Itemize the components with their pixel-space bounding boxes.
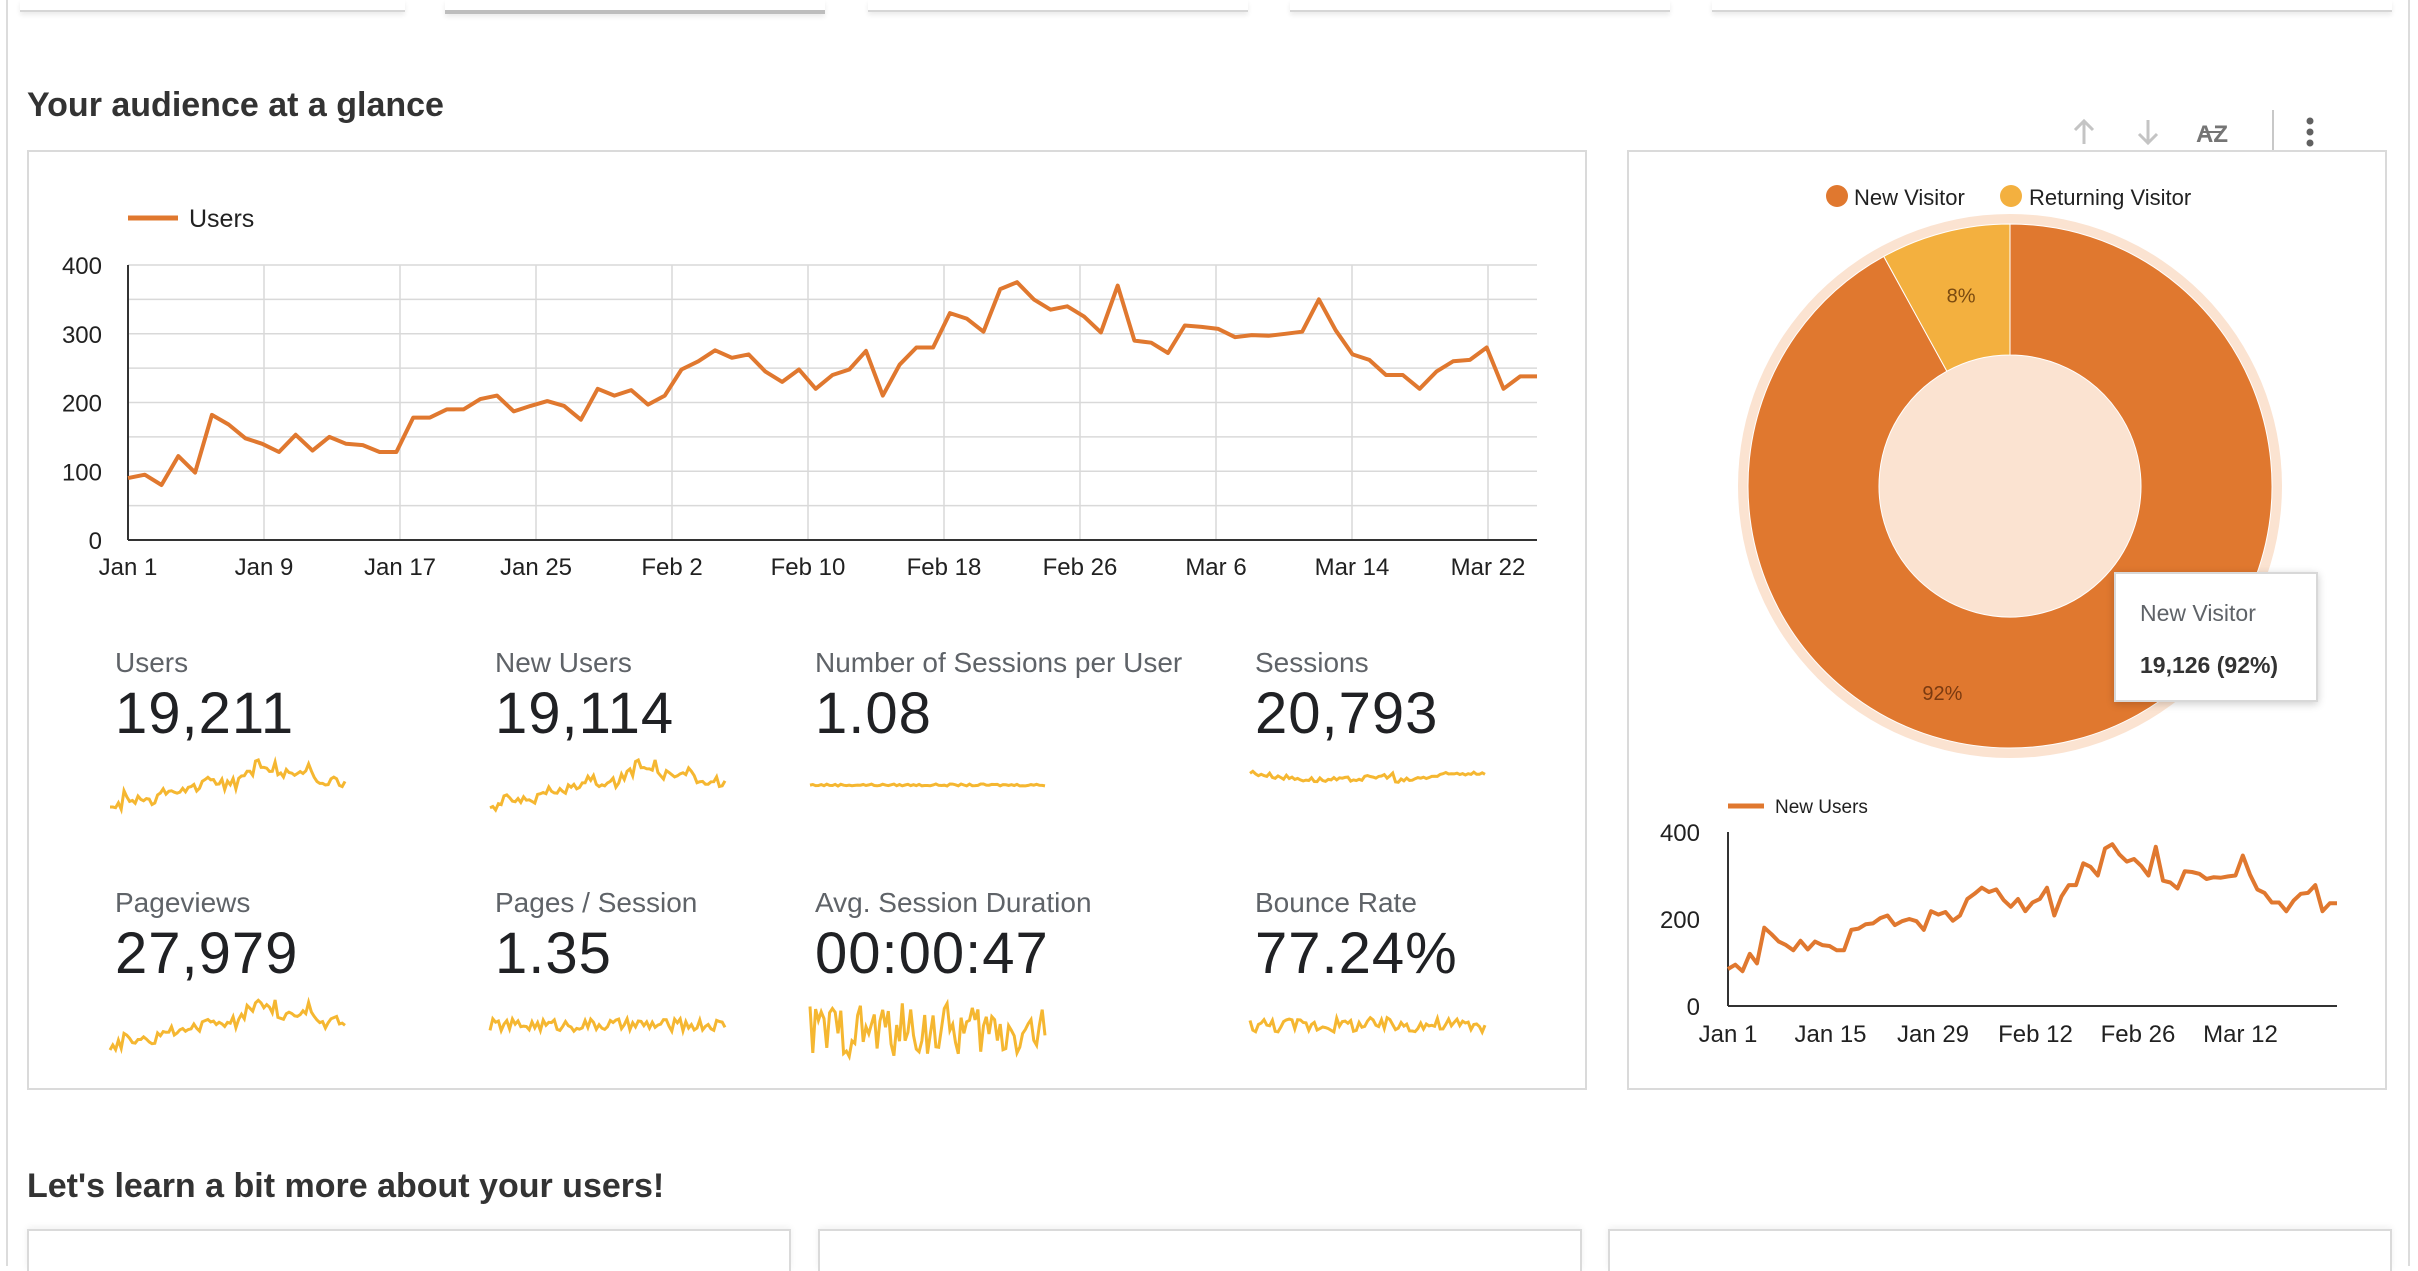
bottom-card	[27, 1229, 791, 1271]
kpi-pageviews-value: 27,979	[115, 921, 299, 986]
x-tick-label: Feb 18	[907, 554, 982, 581]
kpi-new-users-label: New Users	[495, 647, 632, 678]
x-tick-label: Jan 29	[1897, 1021, 1969, 1048]
donut-slice-label: 8%	[1947, 286, 1976, 308]
x-tick-label: Mar 22	[1451, 554, 1526, 581]
kpi-avg-session-duration-value: 00:00:47	[815, 921, 1049, 986]
x-tick-label: Mar 12	[2203, 1021, 2278, 1048]
kpi-pages-per-session-label: Pages / Session	[495, 887, 698, 918]
x-tick-label: Feb 2	[641, 554, 702, 581]
kpi-bounce-rate-value: 77.24%	[1255, 921, 1458, 986]
arrow-down-icon[interactable]	[2124, 108, 2172, 156]
page-frame-right	[2408, 0, 2410, 1266]
kpi-users-label: Users	[115, 647, 189, 678]
audience-overview-card	[27, 150, 1587, 1090]
users-line-chart: 0 100 200 300 400 Jan 1 Jan 9 Jan 17 Jan 25 Feb 2…	[62, 205, 1537, 581]
sparkline-sessions-per-user	[809, 782, 1046, 788]
legend-label-new-users: New Users	[1775, 797, 1868, 818]
kpi-avg-session-duration-label: Avg. Session Duration	[815, 887, 1092, 918]
y-tick-label: 0	[89, 528, 102, 555]
x-tick-label: Feb 26	[1043, 554, 1118, 581]
donut-slice-returning-visitor	[1883, 223, 2011, 372]
y-tick-label: 200	[1660, 907, 1700, 934]
sparkline-bounce-rate	[1248, 1012, 1487, 1036]
x-tick-label: Jan 15	[1794, 1021, 1866, 1048]
kpi-sessions-value: 20,793	[1255, 681, 1439, 746]
az-sort-label: AZ	[2196, 121, 2228, 148]
kpi-pages-per-session-value: 1.35	[495, 921, 612, 986]
top-tab[interactable]	[1712, 0, 2392, 12]
kpi-sessions-per-user-value: 1.08	[815, 681, 932, 746]
x-tick-label: Feb 12	[1998, 1021, 2073, 1048]
y-tick-label: 300	[62, 322, 102, 349]
sparkline-sessions	[1249, 769, 1486, 784]
series-line-users	[127, 280, 1537, 487]
x-tick-label: Feb 26	[2101, 1021, 2176, 1048]
kebab-menu-icon[interactable]	[2286, 108, 2334, 156]
sparkline-new-users	[489, 757, 727, 813]
donut-slice-label: 92%	[1922, 683, 1962, 705]
top-tab-strip	[0, 0, 2418, 14]
donut-tooltip: New Visitor 19,126 (92%)	[2114, 572, 2318, 702]
section-title-learn: Let's learn a bit more about your users!	[27, 1167, 665, 1205]
x-tick-label: Jan 25	[500, 554, 572, 581]
x-tick-label: Mar 6	[1185, 554, 1246, 581]
sparkline-pages-per-session	[488, 1014, 727, 1037]
az-sort-icon[interactable]: AZ	[2188, 108, 2236, 156]
arrow-up-icon[interactable]	[2060, 108, 2108, 156]
y-tick-label: 400	[1660, 820, 1700, 847]
chart-toolbar: AZ	[2060, 108, 2340, 156]
kpi-sessions-label: Sessions	[1255, 647, 1369, 678]
y-tick-label: 400	[62, 253, 102, 280]
top-tab-active[interactable]	[445, 0, 825, 14]
kpi-sessions-per-user-label: Number of Sessions per User	[815, 647, 1183, 678]
kpi-bounce-rate-label: Bounce Rate	[1255, 887, 1417, 918]
tooltip-title: New Visitor	[2140, 600, 2256, 626]
sparkline-avg-session-duration	[808, 998, 1047, 1061]
legend-label-users: Users	[189, 205, 254, 233]
toolbar-divider	[2272, 110, 2274, 152]
kpi-users-value: 19,211	[115, 681, 295, 746]
new-users-line-chart: 0 200 400 Jan 1 Jan 15 Jan 29 Feb 12 Feb 26 Mar …	[1660, 797, 2337, 1048]
x-tick-label: Mar 14	[1315, 554, 1390, 581]
x-tick-label: Jan 9	[235, 554, 294, 581]
y-tick-label: 100	[62, 459, 102, 486]
y-tick-label: 200	[62, 391, 102, 418]
sparkline-users	[110, 756, 347, 815]
legend-label-returning-visitor: Returning Visitor	[2029, 185, 2191, 210]
legend-label-new-visitor: New Visitor	[1854, 185, 1965, 210]
bottom-card	[818, 1229, 1582, 1271]
section-title-audience: Your audience at a glance	[27, 86, 444, 124]
top-tab[interactable]	[868, 0, 1248, 12]
top-tab[interactable]	[20, 0, 405, 12]
kpi-new-users-value: 19,114	[495, 681, 675, 746]
y-tick-label: 0	[1687, 994, 1700, 1021]
bottom-card	[1608, 1229, 2392, 1271]
x-tick-label: Jan 1	[99, 554, 158, 581]
x-tick-label: Feb 10	[771, 554, 846, 581]
tooltip-value: 19,126 (92%)	[2140, 652, 2279, 678]
series-line-new-users	[1726, 842, 2337, 974]
legend-swatch-returning-visitor	[2000, 185, 2022, 207]
top-tab[interactable]	[1290, 0, 1670, 12]
page-frame-left	[6, 0, 8, 1266]
sparkline-pageviews	[108, 996, 346, 1055]
x-tick-label: Jan 17	[364, 554, 436, 581]
x-tick-label: Jan 1	[1699, 1021, 1758, 1048]
legend-swatch-new-visitor	[1826, 185, 1848, 207]
kpi-pageviews-label: Pageviews	[115, 887, 251, 918]
